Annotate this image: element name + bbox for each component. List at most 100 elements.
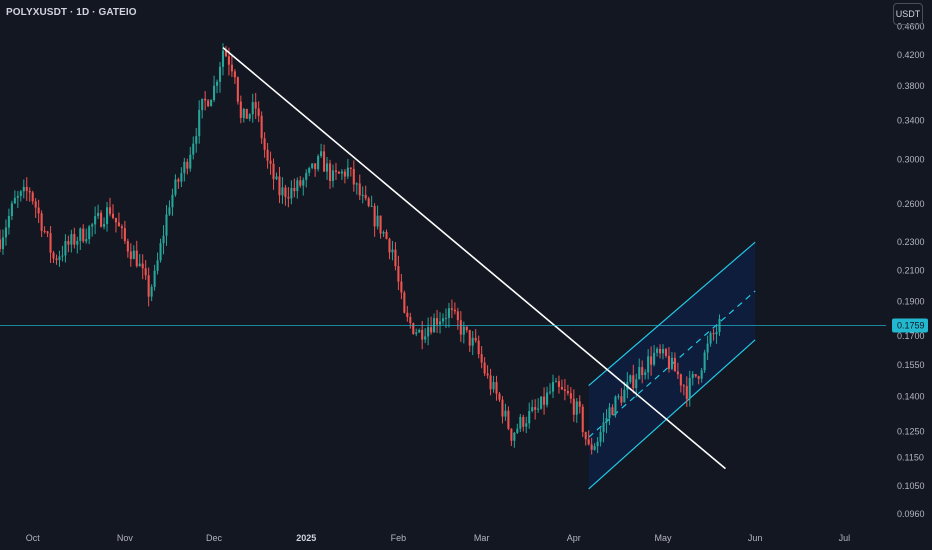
candle [159,238,162,263]
candle [510,428,513,446]
candle [427,317,430,346]
candle-body [64,241,67,256]
candle-body [349,167,352,169]
candle [82,224,85,244]
candle [186,158,189,175]
candle [100,210,103,228]
candle [501,396,504,424]
price-axis[interactable]: 0.4600 0.4200 0.3800 0.3400 0.3000 0.2600 0.23… [892,22,928,519]
candle [528,402,531,429]
candle [450,299,453,319]
candle [572,389,575,422]
time-axis[interactable]: Oct Nov Dec 2025 Feb Mar Apr May Jun Jul [26,533,850,543]
candle [215,79,219,94]
candle [105,201,109,232]
candle [46,230,49,238]
candle [441,313,445,325]
candle [438,312,442,334]
candle [498,391,501,402]
candle [266,142,269,169]
candle [593,443,596,451]
candle-body [599,431,602,442]
candle [569,387,572,404]
candle [189,146,192,172]
candle [0,229,2,253]
candle-body [254,102,257,109]
candle-body [141,263,144,269]
candle [590,437,593,455]
candle-body [477,340,480,355]
candle [480,346,483,369]
candle-body [340,171,343,174]
candle [611,404,614,416]
candle-body [709,333,712,344]
candle-body [504,410,507,417]
candle-body [19,191,22,196]
candle-body [58,256,61,261]
candle-body [590,444,593,450]
candle-body [367,198,370,206]
candle [382,230,385,238]
candle-body [123,228,126,241]
candle [180,167,183,188]
candle-body [320,151,323,157]
candle [233,69,236,84]
candle [632,364,635,394]
candle [49,225,52,263]
candle [195,127,198,153]
candle-body [260,115,263,139]
candle [123,220,126,244]
candle [406,305,409,322]
candle [409,312,412,329]
candle-body [94,216,97,225]
candle-body [275,176,278,180]
candle [64,234,67,263]
candle [103,217,106,230]
candle-body [213,85,216,100]
candle [605,409,608,434]
candle-body [230,64,233,72]
candle [4,219,7,246]
candle [278,166,281,204]
candle [73,227,76,249]
candle-body [513,432,516,441]
price-tick-label: 0.4600 [897,22,925,32]
currency-button[interactable]: USDT [893,3,923,25]
candle [608,402,611,426]
candle [168,200,171,216]
candle [462,321,465,344]
candle [317,154,320,172]
candle-body [221,50,225,67]
candle-body [183,161,186,174]
candle [397,255,400,291]
candle [492,375,495,393]
candle-body [248,114,251,119]
symbol-title[interactable]: POLYXUSDT · 1D · GATEIO [6,7,137,18]
candle-body [364,194,367,199]
candle-body [712,333,715,335]
candle [129,243,132,267]
candle [599,426,602,447]
candle-body [299,180,302,186]
candle-body [638,367,641,380]
candle [198,100,201,144]
candle [275,172,278,181]
candle [328,159,332,189]
candle-body [67,241,70,245]
candle [204,91,207,111]
candle [120,224,123,239]
candle [388,237,391,260]
price-tick-label: 0.2300 [897,237,925,247]
candle [230,54,233,78]
candle-body [697,376,700,379]
candle-body [661,349,665,354]
candle-body [337,171,340,174]
candle [58,250,61,267]
candle [13,190,16,204]
candle-body [355,183,358,185]
candle [486,365,489,379]
candle [361,186,364,204]
candle-body [537,408,540,410]
time-tick-label: Oct [26,533,41,543]
